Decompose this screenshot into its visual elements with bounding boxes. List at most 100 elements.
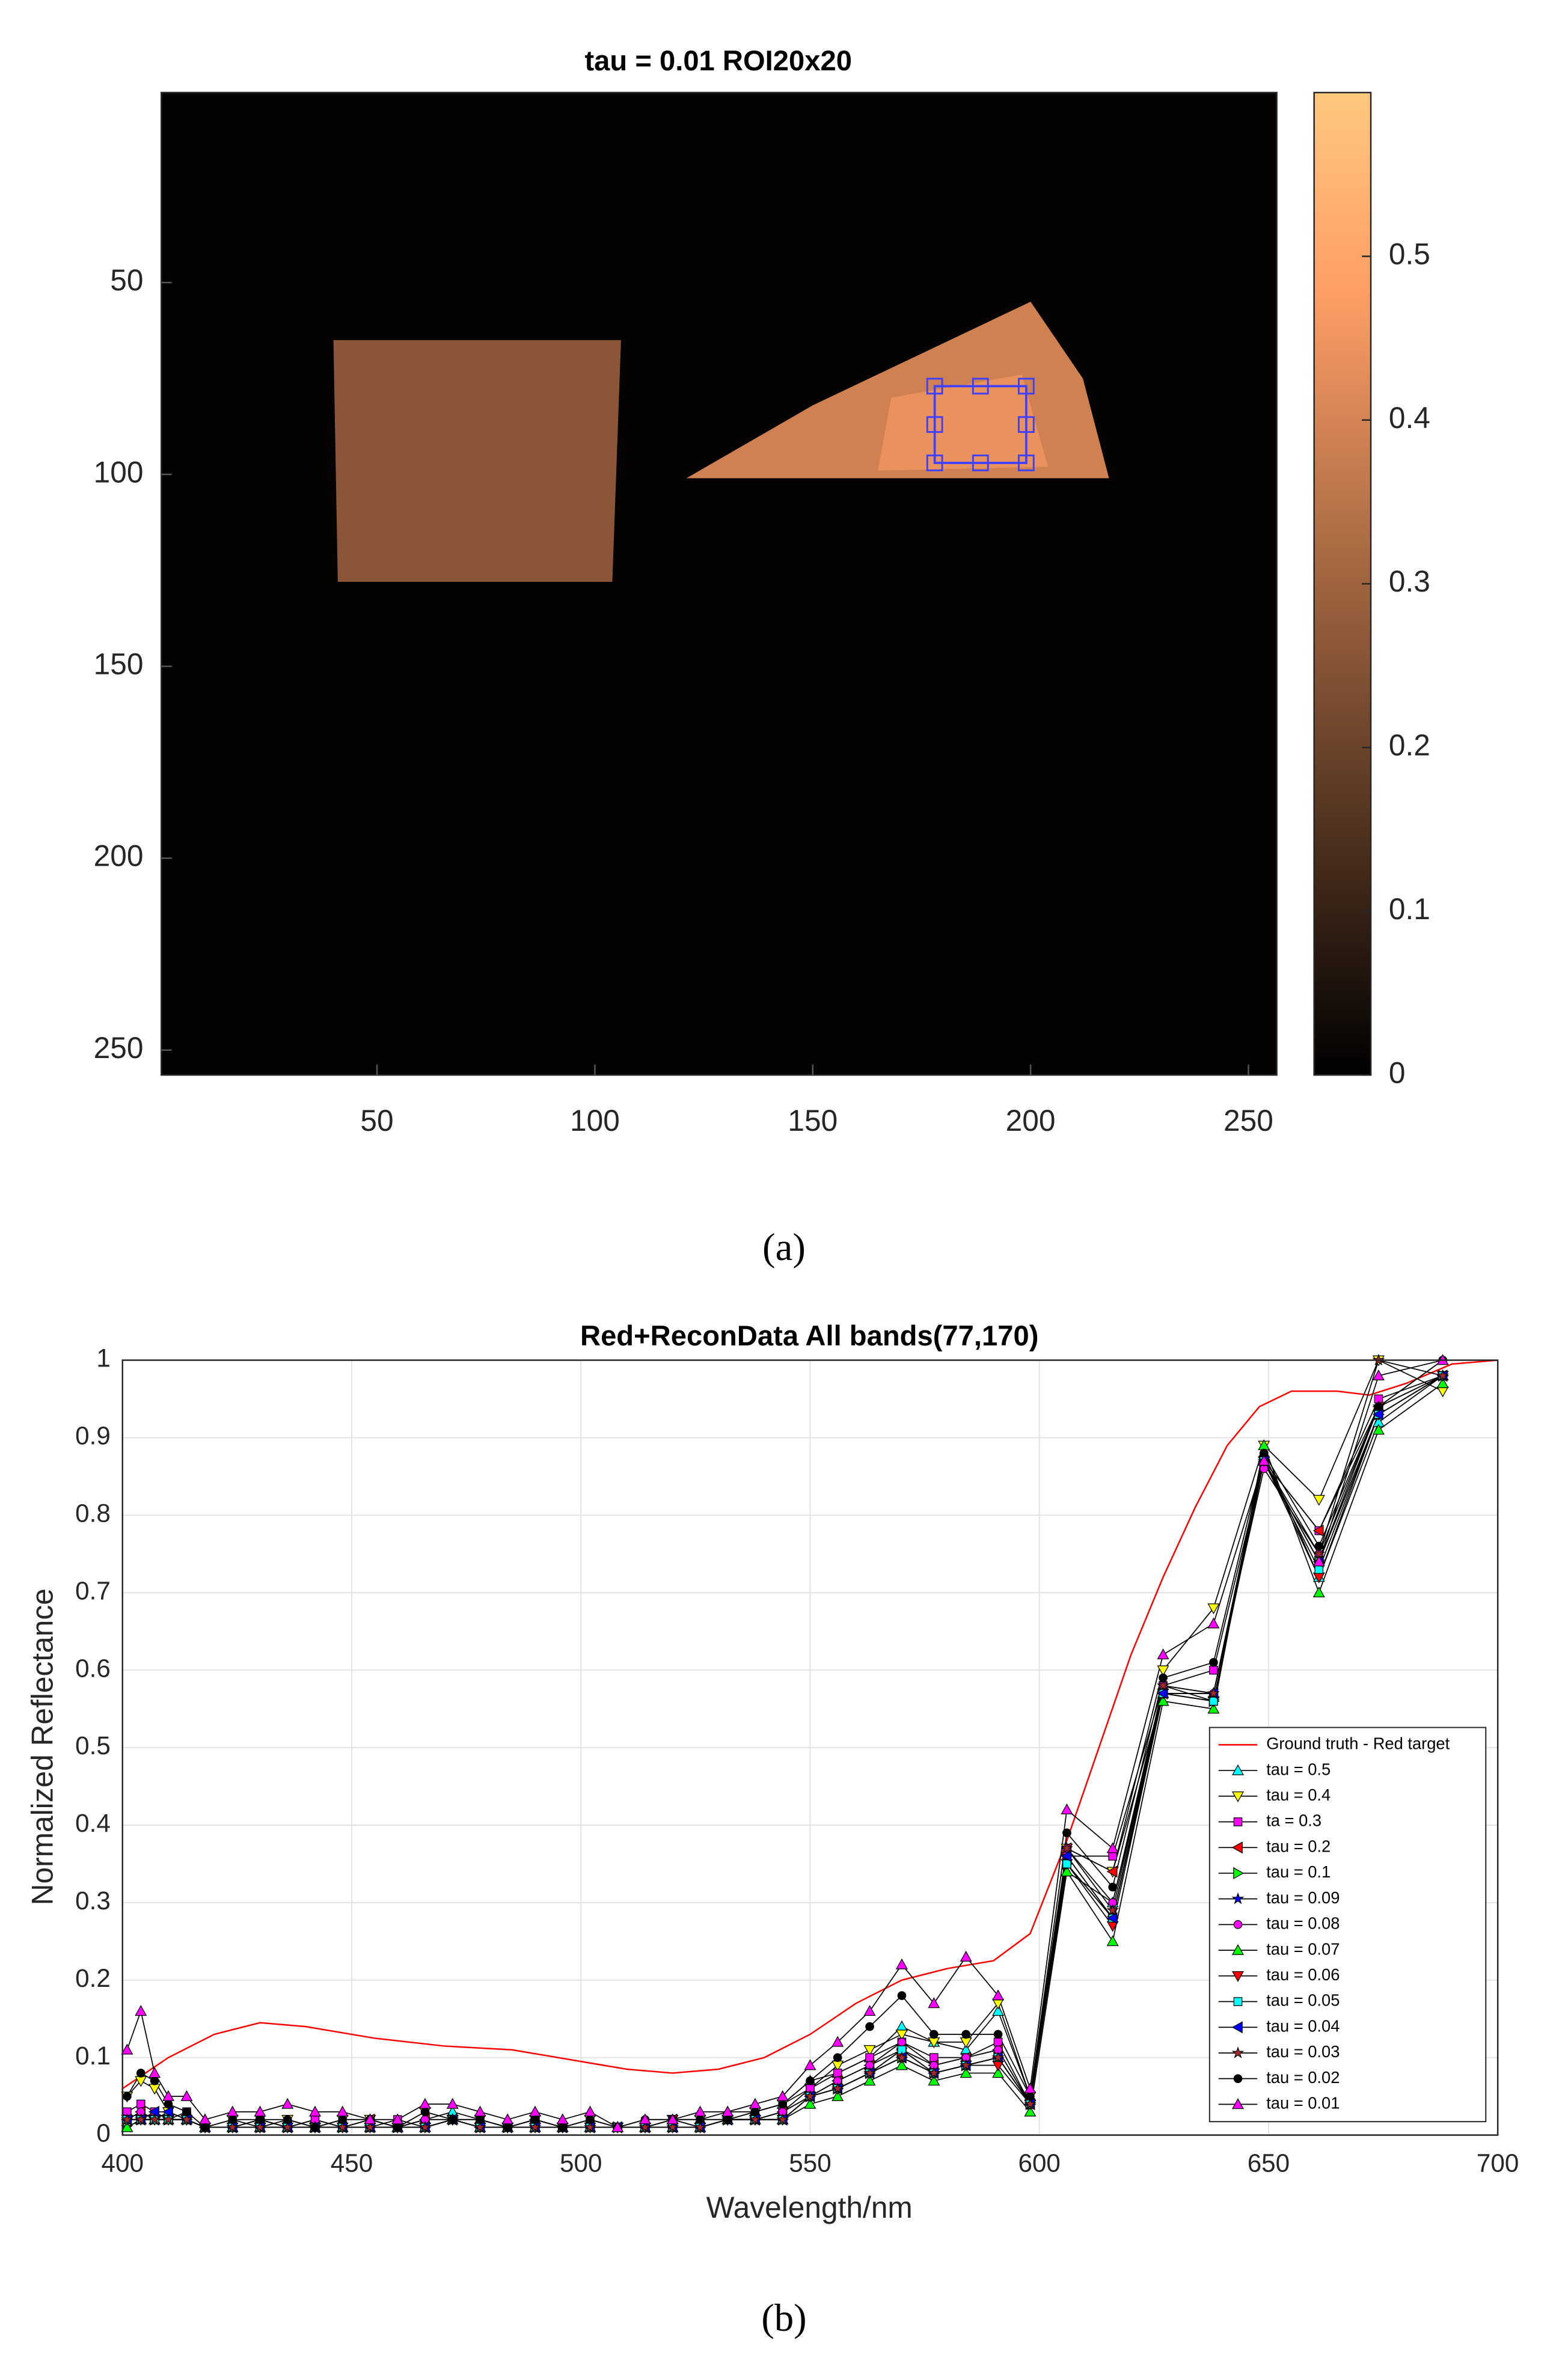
marker	[960, 1950, 972, 1962]
y-tick-label: 0.4	[75, 1809, 111, 1837]
marker	[1207, 1686, 1220, 1699]
x-tick-label: 650	[1248, 2149, 1290, 2177]
legend-label: Ground truth - Red target	[1266, 1734, 1450, 1753]
marker	[150, 2076, 159, 2085]
marker	[1157, 1679, 1169, 1691]
marker	[336, 2120, 349, 2133]
marker	[226, 2120, 239, 2133]
marker	[134, 2113, 147, 2125]
colorbar-tick-label: 0.4	[1389, 401, 1430, 435]
roi-handle	[926, 378, 943, 395]
panel-label: (a)	[762, 1225, 806, 1268]
marker	[1436, 1377, 1449, 1389]
y-axis-label: Normalized Reflectance	[26, 1588, 60, 1905]
marker	[228, 2115, 237, 2125]
marker	[256, 2115, 265, 2125]
marker	[476, 2115, 485, 2125]
y-tick-label: 0.6	[75, 1654, 111, 1682]
legend-label: tau = 0.09	[1266, 1888, 1340, 1907]
marker	[1312, 1555, 1325, 1567]
marker	[1157, 1648, 1169, 1660]
marker	[992, 2067, 1005, 2078]
marker	[446, 2097, 459, 2109]
marker	[865, 2022, 874, 2031]
marker	[474, 2120, 486, 2133]
marker	[474, 2105, 486, 2117]
marker	[928, 2075, 940, 2086]
marker	[1024, 2097, 1037, 2109]
marker	[694, 2105, 706, 2117]
marker	[584, 2120, 596, 2133]
marker	[863, 2045, 876, 2056]
marker	[162, 2090, 175, 2101]
legend-label: tau = 0.07	[1266, 1939, 1340, 1958]
marker	[804, 2097, 816, 2109]
marker	[1062, 1828, 1071, 1838]
legend-label: tau = 0.08	[1266, 1914, 1340, 1933]
marker	[254, 2105, 266, 2117]
roi-handle	[926, 454, 943, 471]
marker	[528, 2120, 542, 2133]
marker	[1232, 1944, 1245, 1955]
marker	[831, 2036, 844, 2047]
y-tick-label: 250	[94, 1031, 144, 1065]
marker	[149, 2067, 161, 2078]
y-tick-label: 0.7	[75, 1576, 111, 1605]
roi-handle	[1017, 454, 1035, 471]
marker	[1062, 1859, 1071, 1868]
marker	[961, 2030, 971, 2039]
marker	[1209, 1657, 1218, 1667]
legend-label: tau = 0.4	[1266, 1785, 1331, 1804]
marker	[1312, 1586, 1325, 1598]
roi-handle	[1017, 378, 1035, 395]
marker	[418, 2120, 432, 2133]
marker	[804, 2059, 816, 2070]
marker	[1258, 1454, 1270, 1466]
marker	[182, 2107, 191, 2117]
marker	[164, 2099, 173, 2109]
marker	[895, 2059, 908, 2070]
marker	[831, 2082, 844, 2094]
marker	[1436, 1369, 1449, 1381]
marker	[1233, 2074, 1243, 2084]
marker	[928, 2066, 940, 2079]
marker	[863, 2075, 876, 2086]
marker	[420, 2107, 430, 2117]
image-background	[161, 92, 1277, 1075]
marker	[1207, 1603, 1220, 1615]
legend-label: tau = 0.5	[1266, 1760, 1331, 1778]
marker	[778, 2099, 788, 2109]
marker	[1026, 2091, 1035, 2101]
marker	[1314, 1541, 1324, 1551]
x-axis-label: Wavelength/nm	[706, 2191, 913, 2224]
marker	[528, 2105, 541, 2117]
x-tick-label: 600	[1018, 2149, 1060, 2177]
marker	[993, 2030, 1003, 2039]
colorbar	[1313, 91, 1372, 1076]
marker	[281, 2120, 294, 2133]
legend-label: tau = 0.2	[1266, 1837, 1331, 1855]
marker	[1312, 1525, 1324, 1537]
marker	[895, 1958, 908, 1969]
y-tick-label: 0.5	[75, 1731, 111, 1760]
y-tick-label: 100	[94, 455, 144, 489]
colorbar-tick-label: 0	[1389, 1056, 1406, 1089]
y-tick-label: 200	[94, 839, 144, 873]
y-tick-label: 0.9	[75, 1422, 111, 1450]
marker	[448, 2115, 458, 2125]
marker	[895, 2030, 908, 2041]
marker	[1106, 1865, 1118, 1878]
marker	[336, 2105, 349, 2117]
marker	[121, 2121, 133, 2132]
marker	[1106, 1903, 1119, 1916]
marker	[1061, 1803, 1073, 1814]
marker	[162, 2105, 173, 2118]
marker	[1209, 1665, 1218, 1675]
marker	[806, 2076, 815, 2085]
marker	[1106, 1842, 1119, 1853]
colorbar-tick-label: 0.3	[1389, 564, 1430, 598]
marker	[180, 2090, 193, 2101]
legend-label: tau = 0.01	[1266, 2094, 1340, 2113]
legend: Ground truth - Red target tau = 0.5 tau = …	[1208, 1727, 1487, 2123]
y-tick-label: 0.1	[75, 2042, 111, 2070]
